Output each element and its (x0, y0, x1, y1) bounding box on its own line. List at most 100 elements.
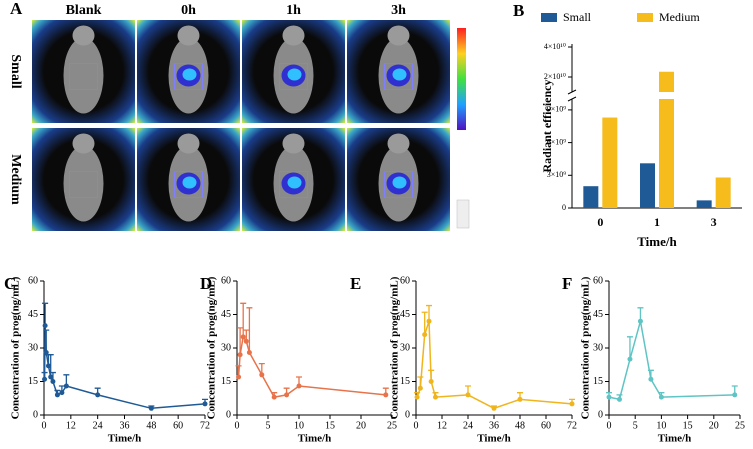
data-point (54, 392, 60, 398)
data-point (616, 396, 622, 402)
panel-letter: C (4, 274, 16, 293)
x-axis-label: Time/h (658, 433, 691, 445)
y-tick-label: 45 (28, 309, 38, 320)
roi-box (384, 63, 413, 90)
x-tick-label: 20 (356, 420, 366, 431)
x-axis-label: Time/h (108, 433, 141, 445)
scale-legend (456, 199, 470, 229)
data-point (383, 392, 389, 398)
x-tick-label: 72 (567, 420, 577, 431)
roi-box (174, 171, 203, 198)
data-point (465, 392, 471, 398)
y-axis-label: Radiant efficiency (540, 80, 554, 173)
x-tick-label: 60 (173, 420, 183, 431)
x-axis-label: Time/h (298, 433, 331, 445)
y-tick-label: 30 (28, 342, 38, 353)
panel-letter: D (200, 274, 212, 293)
legend-label: Small (563, 10, 592, 24)
signal-inner (182, 68, 197, 81)
mouse-head (72, 25, 95, 46)
data-point (95, 392, 101, 398)
data-point (240, 334, 246, 340)
mouse-head (177, 133, 200, 154)
data-point (422, 332, 428, 338)
data-point (45, 363, 51, 369)
legend-label: Medium (659, 10, 700, 24)
roi-box (279, 63, 308, 90)
data-line (237, 334, 386, 398)
data-point (236, 374, 242, 380)
axis-break (567, 96, 577, 102)
y-tick-label: 6×10⁹ (547, 137, 567, 146)
x-tick-label: 10 (656, 420, 666, 431)
x-tick-label: 15 (325, 420, 335, 431)
data-point (627, 356, 633, 362)
data-point (284, 392, 290, 398)
y-tick-label: 4×10¹⁰ (544, 42, 566, 51)
x-tick-label: 1 (654, 215, 660, 229)
data-line (43, 325, 206, 410)
mouse-head (282, 25, 305, 46)
roi-box (279, 171, 308, 198)
signal-inner (287, 68, 302, 81)
x-tick-label: 25 (387, 420, 397, 431)
mouse-head (387, 25, 410, 46)
y-axis-label: Concentration of prog(ng/mL) (580, 276, 592, 419)
y-tick-label: 9×10⁹ (547, 105, 567, 114)
bar (696, 200, 712, 208)
data-point (148, 405, 154, 411)
axis-break (567, 89, 577, 95)
x-tick-label: 48 (515, 420, 525, 431)
roi-box (174, 63, 203, 90)
x-tick-label: 24 (93, 420, 103, 431)
data-point (48, 374, 54, 380)
row-label: Medium (8, 154, 23, 205)
data-point (417, 385, 423, 391)
y-tick-label: 3×10⁹ (547, 170, 567, 179)
data-point (732, 392, 738, 398)
x-tick-label: 25 (735, 420, 745, 431)
data-point (517, 396, 523, 402)
mouse-head (282, 133, 305, 154)
data-point (428, 379, 434, 384)
x-tick-label: 10 (294, 420, 304, 431)
y-tick-label: 30 (593, 342, 603, 353)
data-point (43, 349, 49, 355)
bar (583, 186, 599, 208)
x-tick-label: 0 (42, 420, 47, 431)
y-tick-label: 60 (28, 275, 38, 286)
data-point (606, 394, 612, 400)
error-bar (43, 329, 50, 353)
bar (715, 177, 731, 208)
column-label: 1h (286, 3, 301, 18)
column-label: 3h (391, 3, 406, 18)
y-tick-label: 15 (221, 376, 231, 387)
error-bar (626, 336, 633, 360)
data-point (658, 394, 664, 400)
mouse-body (63, 145, 104, 222)
x-tick-label: 20 (709, 420, 719, 431)
signal-inner (392, 176, 407, 189)
data-point (246, 349, 252, 355)
x-axis-label: Time/h (477, 433, 510, 445)
mouse-head (177, 25, 200, 46)
signal-inner (392, 68, 407, 81)
legend-swatch (637, 13, 653, 22)
data-point (271, 394, 277, 400)
y-tick-label: 30 (400, 342, 410, 353)
y-tick-label: 15 (400, 376, 410, 387)
data-point (202, 401, 208, 407)
panel-letter: F (562, 274, 572, 293)
signal-inner (182, 176, 197, 189)
y-tick-label: 0 (598, 409, 603, 420)
y-tick-label: 0 (33, 409, 38, 420)
y-tick-label: 15 (28, 376, 38, 387)
data-point (42, 323, 48, 329)
y-tick-label: 45 (593, 309, 603, 320)
color-scale (457, 28, 466, 130)
error-bar (421, 311, 428, 335)
error-bar (237, 327, 244, 355)
panel-letter: A (10, 0, 23, 18)
error-bar (47, 354, 54, 378)
bar (602, 117, 618, 208)
